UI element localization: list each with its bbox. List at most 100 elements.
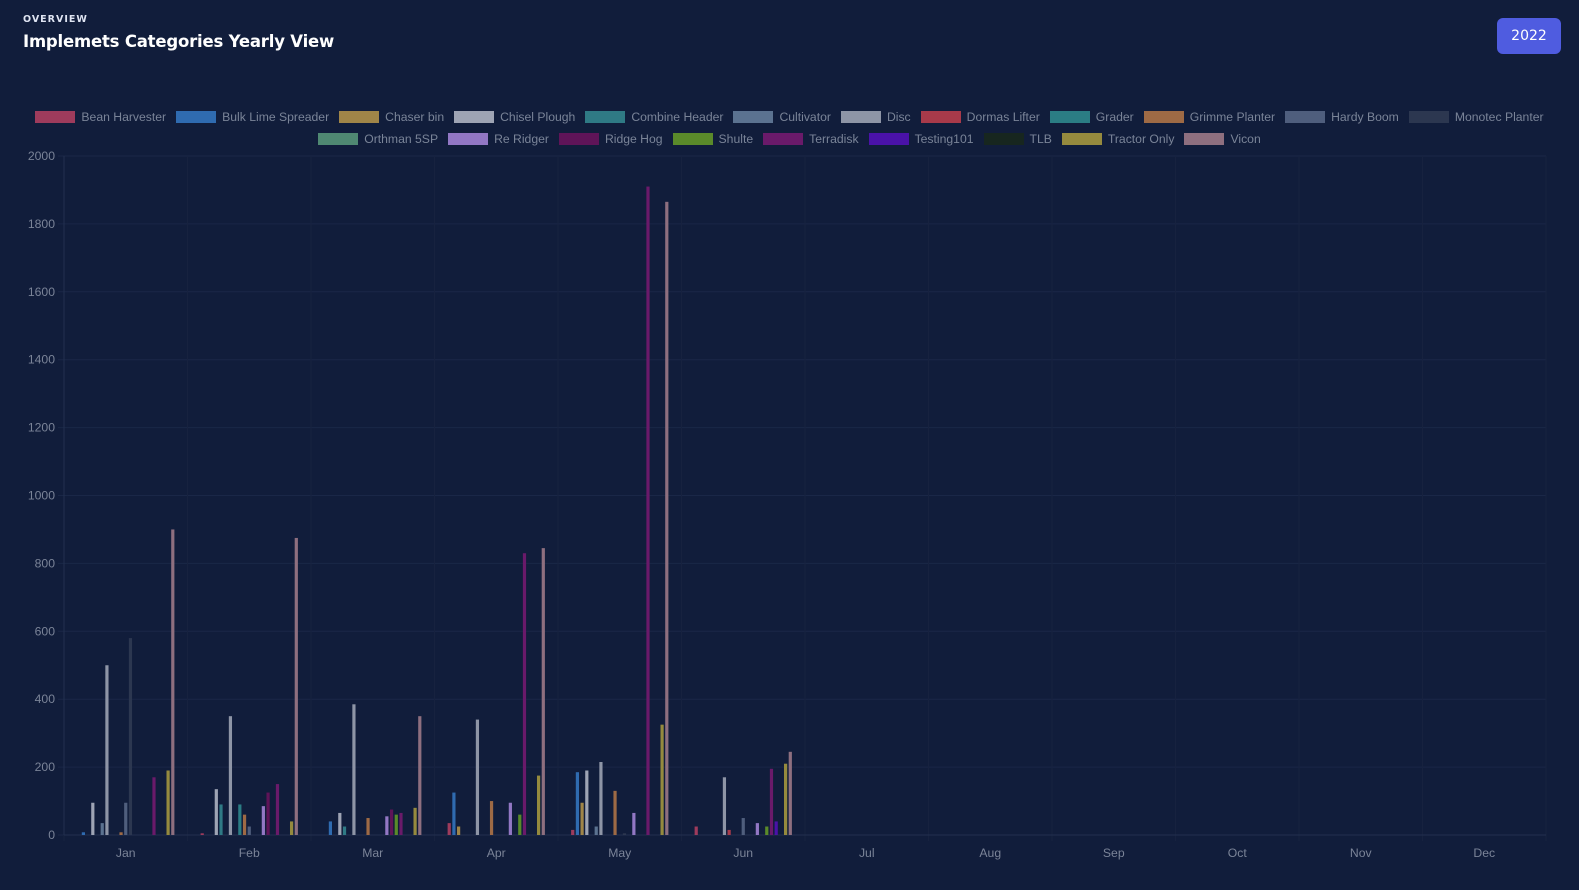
legend-label: Combine Header — [631, 110, 724, 124]
legend-item[interactable]: Testing101 — [868, 131, 974, 147]
chart-bar — [342, 826, 347, 835]
chart-bar — [328, 821, 333, 835]
chart-bar — [128, 638, 133, 835]
chart-bar — [394, 814, 398, 835]
legend-label: Grader — [1095, 110, 1134, 124]
chart-bar — [765, 826, 769, 835]
chart-bar — [518, 814, 522, 835]
chart-bar — [91, 802, 95, 835]
y-tick-label: 1600 — [28, 285, 55, 299]
chart-bar — [585, 770, 589, 835]
legend-label: Disc — [886, 110, 911, 124]
chart-bar — [214, 789, 218, 835]
legend-item[interactable]: Grader — [1049, 109, 1134, 125]
y-tick-label: 0 — [48, 828, 55, 842]
legend-item[interactable]: Ridge Hog — [558, 131, 663, 147]
legend-swatch — [840, 111, 881, 123]
legend-swatch — [868, 133, 909, 145]
legend-item[interactable]: Monotec Planter — [1408, 109, 1544, 125]
x-tick-label: Mar — [362, 846, 383, 860]
legend-label: Terradisk — [809, 132, 859, 146]
chart-bar — [418, 716, 422, 835]
x-tick-label: Nov — [1350, 846, 1373, 860]
chart-bar — [694, 826, 698, 835]
legend-swatch — [454, 111, 495, 123]
legend-label: Dormas Lifter — [966, 110, 1040, 124]
chart-bar — [769, 768, 774, 835]
header: OVERVIEW Implemets Categories Yearly Vie… — [23, 14, 334, 51]
chart-bar — [366, 818, 370, 835]
chart-bar — [352, 704, 356, 835]
chart-bar — [275, 784, 280, 835]
legend-item[interactable]: Re Ridger — [448, 131, 549, 147]
legend-item[interactable]: Chisel Plough — [454, 109, 575, 125]
chart-bar — [413, 807, 417, 835]
legend-item[interactable]: Bean Harvester — [35, 109, 166, 125]
chart-bar — [575, 772, 580, 835]
chart-bar — [783, 763, 788, 835]
legend-label: Cultivator — [779, 110, 831, 124]
chart-bar — [152, 777, 156, 835]
chart-bar — [166, 770, 170, 835]
chart-bar — [338, 812, 342, 835]
chart-bar — [632, 812, 636, 835]
y-tick-label: 200 — [35, 760, 56, 774]
chart-bar — [105, 665, 109, 835]
chart-legend: Bean Harvester Bulk Lime Spreader Chaser b… — [0, 109, 1579, 147]
chart-bar — [81, 832, 86, 835]
chart-bar — [457, 826, 461, 835]
legend-label: Bulk Lime Spreader — [222, 110, 330, 124]
legend-item[interactable]: Hardy Boom — [1285, 109, 1399, 125]
chart-bar — [622, 833, 627, 835]
y-tick-label: 1000 — [28, 489, 55, 503]
legend-label: Re Ridger — [494, 132, 549, 146]
legend-item[interactable]: Grimme Planter — [1143, 109, 1275, 125]
chart-bar — [541, 548, 545, 835]
chart-bar — [200, 833, 204, 835]
legend-item[interactable]: Tractor Only — [1061, 131, 1175, 147]
legend-item[interactable]: Bulk Lime Spreader — [176, 109, 329, 125]
x-tick-label: Jul — [859, 846, 875, 860]
legend-item[interactable]: Vicon — [1184, 131, 1261, 147]
x-tick-label: Feb — [239, 846, 260, 860]
legend-item[interactable]: Chaser bin — [339, 109, 444, 125]
chart-bar — [266, 792, 270, 835]
legend-swatch — [339, 111, 380, 123]
chart-bar — [755, 823, 759, 835]
chart-bar — [722, 777, 727, 835]
legend-item[interactable]: Dormas Lifter — [920, 109, 1040, 125]
legend-item[interactable]: Combine Header — [585, 109, 723, 125]
legend-label: Testing101 — [914, 132, 974, 146]
chart-bar — [536, 775, 541, 835]
legend-item[interactable]: Shulte — [672, 131, 753, 147]
legend-swatch — [1408, 111, 1449, 123]
legend-swatch — [920, 111, 961, 123]
chart-bar — [452, 792, 456, 835]
legend-item[interactable]: Disc — [840, 109, 911, 125]
legend-item[interactable]: Cultivator — [733, 109, 831, 125]
legend-swatch — [448, 133, 489, 145]
chart-bar — [599, 762, 603, 835]
chart-bar — [727, 829, 731, 835]
legend-item[interactable]: Terradisk — [763, 131, 859, 147]
legend-swatch — [558, 133, 599, 145]
chart-bar — [489, 801, 494, 835]
chart-bar — [100, 823, 104, 835]
x-tick-label: Dec — [1473, 846, 1495, 860]
legend-swatch — [1184, 133, 1225, 145]
chart-bar — [475, 719, 480, 835]
x-tick-label: Aug — [979, 846, 1001, 860]
legend-label: Tractor Only — [1107, 132, 1175, 146]
legend-label: Orthman 5SP — [364, 132, 439, 146]
chart-bar — [219, 804, 223, 835]
legend-item[interactable]: Orthman 5SP — [318, 131, 438, 147]
y-tick-label: 800 — [35, 556, 56, 570]
y-tick-label: 1200 — [28, 421, 55, 435]
y-tick-label: 600 — [35, 624, 56, 638]
chart-bar — [171, 529, 175, 835]
legend-swatch — [1061, 133, 1102, 145]
legend-item[interactable]: TLB — [983, 131, 1052, 147]
year-select-button[interactable]: 2022 — [1497, 18, 1561, 54]
legend-label: Hardy Boom — [1331, 110, 1399, 124]
